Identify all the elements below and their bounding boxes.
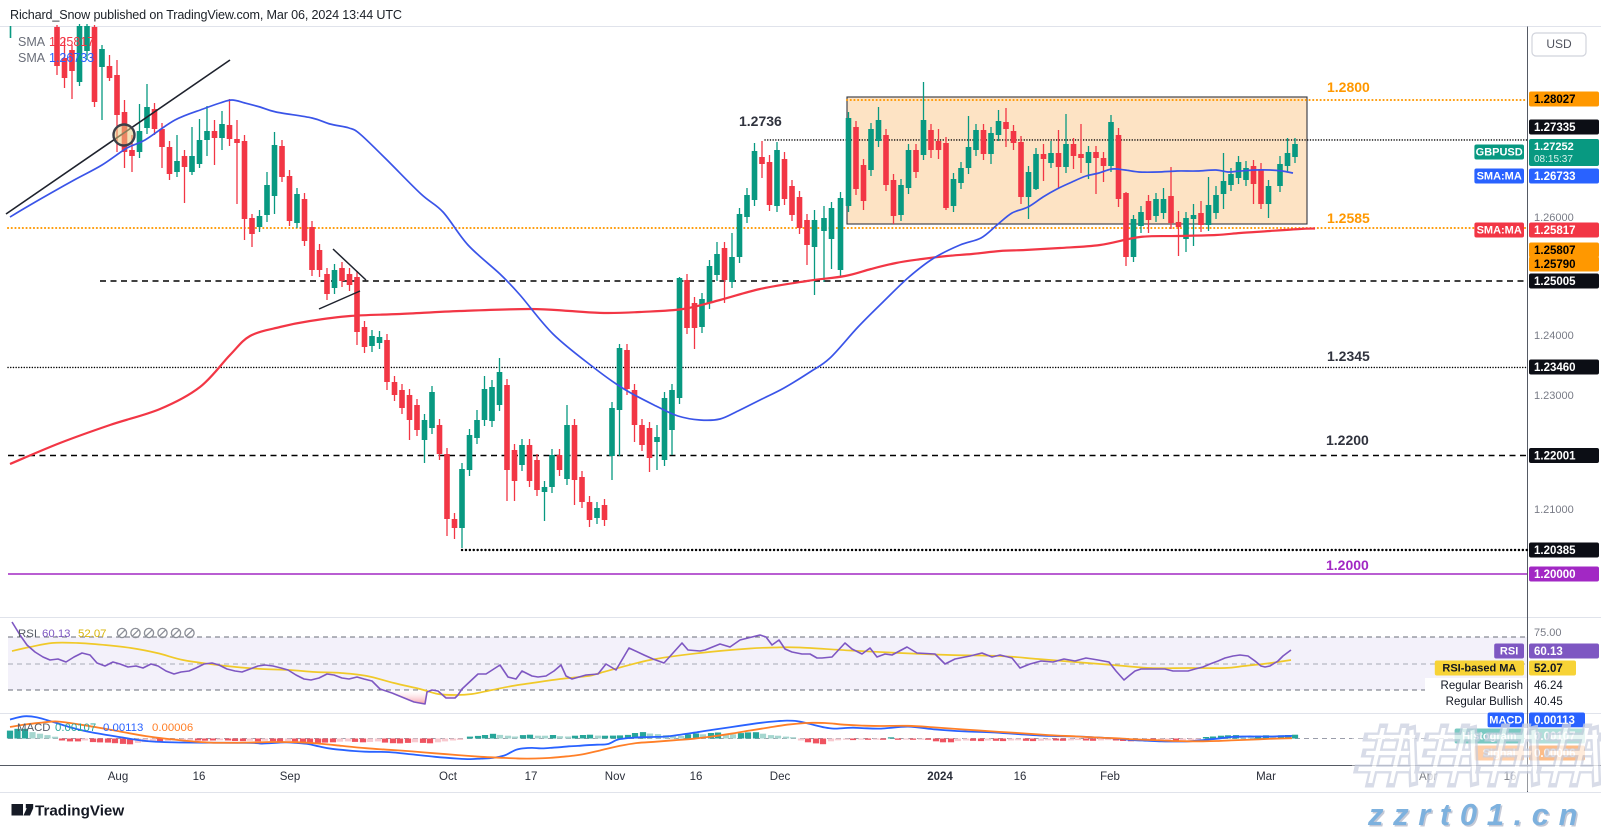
- svg-text:16: 16: [690, 771, 703, 783]
- svg-text:1.26733: 1.26733: [49, 51, 94, 65]
- svg-text:1.28027: 1.28027: [1534, 94, 1576, 106]
- svg-text:1.2736: 1.2736: [739, 113, 782, 129]
- svg-text:1.20000: 1.20000: [1534, 569, 1576, 581]
- svg-text:1.23000: 1.23000: [1534, 390, 1574, 402]
- svg-text:1.2345: 1.2345: [1327, 348, 1370, 364]
- svg-text:Sep: Sep: [280, 771, 300, 783]
- svg-text:16: 16: [1014, 771, 1027, 783]
- svg-text:46.24: 46.24: [1534, 680, 1563, 692]
- svg-text:16: 16: [193, 771, 206, 783]
- svg-text:SMA:MA: SMA:MA: [1477, 225, 1522, 237]
- svg-text:SMA:MA: SMA:MA: [1477, 171, 1522, 183]
- svg-text:75.00: 75.00: [1534, 627, 1562, 639]
- svg-text:17: 17: [525, 771, 538, 783]
- svg-text:Mar: Mar: [1256, 771, 1276, 783]
- svg-text:1.22001: 1.22001: [1534, 451, 1576, 463]
- svg-text:RSI: RSI: [1500, 646, 1518, 658]
- svg-text:2024: 2024: [927, 771, 953, 783]
- svg-text:USD: USD: [1546, 37, 1572, 51]
- svg-text:1.27335: 1.27335: [1534, 122, 1576, 134]
- svg-text:60.13: 60.13: [42, 628, 71, 640]
- svg-text:Nov: Nov: [605, 771, 626, 783]
- svg-text:1.25807: 1.25807: [1534, 245, 1576, 257]
- svg-text:Regular Bearish: Regular Bearish: [1441, 680, 1523, 692]
- svg-text:Oct: Oct: [439, 771, 458, 783]
- svg-text:SMA: SMA: [18, 51, 46, 65]
- svg-text:1.25790: 1.25790: [1534, 259, 1576, 271]
- svg-text:40.45: 40.45: [1534, 696, 1563, 708]
- svg-text:1.26733: 1.26733: [1534, 171, 1576, 183]
- svg-text:1.26000: 1.26000: [1534, 212, 1574, 224]
- svg-text:1.25817: 1.25817: [1534, 225, 1576, 237]
- svg-text:52.07: 52.07: [1534, 663, 1563, 675]
- svg-text:TradingView: TradingView: [35, 803, 124, 820]
- svg-text:60.13: 60.13: [1534, 646, 1563, 658]
- svg-text:1.21000: 1.21000: [1534, 504, 1574, 516]
- svg-text:MACD: MACD: [1489, 715, 1522, 727]
- svg-text:1.23460: 1.23460: [1534, 362, 1576, 374]
- svg-text:1.27252: 1.27252: [1534, 141, 1574, 153]
- svg-text:52.07: 52.07: [78, 628, 107, 640]
- svg-text:08:15:37: 08:15:37: [1534, 154, 1573, 165]
- svg-text:0.00107: 0.00107: [55, 722, 96, 734]
- svg-text:1.25817: 1.25817: [49, 35, 94, 49]
- svg-text:1.2200: 1.2200: [1326, 432, 1369, 448]
- svg-text:Dec: Dec: [770, 771, 791, 783]
- svg-text:Regular Bullish: Regular Bullish: [1446, 696, 1523, 708]
- svg-text:0.00113: 0.00113: [103, 722, 143, 734]
- svg-text:1.2800: 1.2800: [1327, 79, 1370, 95]
- svg-text:1.2585: 1.2585: [1327, 210, 1370, 226]
- svg-text:z z r t 0 1 . c n: z z r t 0 1 . c n: [1369, 799, 1580, 827]
- svg-text:Feb: Feb: [1100, 771, 1120, 783]
- svg-text:GBPUSD: GBPUSD: [1476, 147, 1523, 159]
- svg-text:RSI-based MA: RSI-based MA: [1442, 663, 1516, 675]
- svg-text:Aug: Aug: [108, 771, 128, 783]
- svg-text:0.00006: 0.00006: [152, 722, 193, 734]
- svg-text:RSI: RSI: [18, 628, 37, 640]
- svg-text:SMA: SMA: [18, 35, 46, 49]
- svg-text:MACD: MACD: [17, 722, 51, 734]
- svg-text:1.2000: 1.2000: [1326, 557, 1369, 573]
- svg-text:1.24000: 1.24000: [1534, 330, 1574, 342]
- svg-text:1.20385: 1.20385: [1534, 545, 1576, 557]
- svg-text:Richard_Snow published on Trad: Richard_Snow published on TradingView.co…: [10, 8, 402, 22]
- svg-text:1.25005: 1.25005: [1534, 276, 1576, 288]
- svg-text:z z r t 0 1 . c n: z z r t 0 1 . c n: [1367, 797, 1578, 827]
